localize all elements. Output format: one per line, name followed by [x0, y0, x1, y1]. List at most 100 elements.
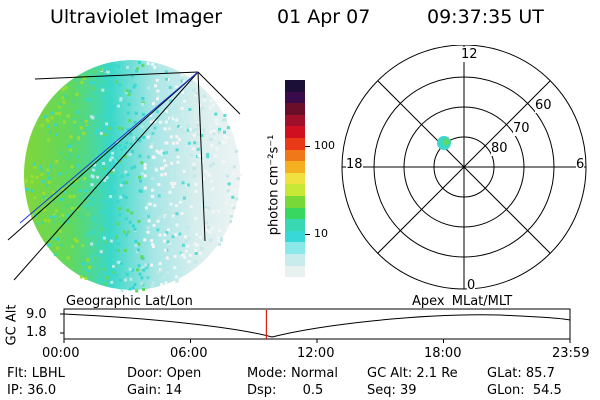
speckle	[125, 181, 129, 185]
speckle	[108, 126, 112, 130]
speckle	[103, 69, 107, 73]
speckle	[77, 140, 81, 144]
speckle	[107, 267, 111, 271]
speckle	[93, 216, 97, 220]
speckle	[46, 125, 50, 129]
speckle	[174, 99, 178, 103]
speckle	[58, 112, 62, 116]
speckle	[78, 181, 82, 185]
speckle	[141, 102, 145, 106]
speckle	[218, 229, 222, 232]
speckle	[141, 63, 145, 67]
mlt-label-12: 12	[460, 47, 479, 62]
info-glat: GLat: 85.7	[487, 366, 555, 381]
door-value: Open	[166, 366, 202, 381]
speckle	[116, 260, 120, 264]
speckle	[76, 155, 80, 159]
speckle	[164, 120, 168, 124]
speckle	[217, 209, 221, 213]
speckle	[172, 141, 175, 145]
colorbar-segment	[285, 230, 305, 243]
speckle	[177, 138, 181, 141]
speckle	[30, 180, 34, 184]
speckle	[120, 127, 124, 130]
speckle	[210, 144, 214, 147]
speckle	[124, 170, 128, 174]
speckle	[166, 78, 170, 82]
speckle	[140, 282, 144, 286]
speckle	[200, 106, 204, 110]
speckle	[105, 168, 109, 172]
speckle	[176, 160, 180, 164]
speckle	[146, 214, 150, 218]
speckle	[232, 172, 235, 175]
speckle	[90, 242, 94, 246]
speckle	[92, 230, 96, 234]
colorbar-segment	[285, 91, 305, 104]
speckle	[156, 271, 160, 274]
speckle	[70, 165, 74, 168]
speckle	[150, 284, 154, 288]
speckle	[165, 151, 169, 155]
speckle	[58, 186, 62, 190]
speckle	[52, 191, 56, 194]
speckle	[113, 122, 117, 126]
colorbar-tick-100: 100	[314, 139, 335, 152]
speckle	[133, 120, 137, 124]
speckle	[214, 112, 218, 116]
speckle	[110, 156, 114, 160]
boundary-line	[13, 71, 199, 281]
speckle	[32, 162, 36, 166]
speckle	[223, 118, 227, 122]
speckle	[45, 183, 49, 187]
speckle	[192, 88, 195, 92]
speckle	[143, 166, 147, 170]
speckle	[109, 84, 113, 88]
speckle	[124, 145, 127, 149]
speckle	[187, 260, 191, 264]
speckle	[111, 162, 115, 166]
speckle	[109, 186, 113, 190]
speckle	[156, 89, 160, 93]
orbit-left-title: Geographic Lat/Lon	[66, 294, 193, 309]
boundary-line	[7, 71, 199, 241]
speckle	[195, 141, 199, 145]
speckle	[117, 249, 120, 252]
speckle	[80, 81, 84, 85]
speckle	[69, 148, 73, 152]
speckle	[87, 125, 90, 129]
speckle	[180, 79, 184, 83]
speckle	[164, 172, 167, 176]
speckle	[124, 278, 128, 282]
speckle	[82, 131, 86, 135]
speckle	[78, 196, 82, 199]
speckle	[67, 157, 71, 161]
speckle	[225, 136, 229, 140]
speckle	[58, 229, 62, 233]
speckle	[178, 232, 182, 236]
speckle	[131, 268, 135, 272]
speckle	[119, 183, 123, 187]
speckle	[84, 189, 88, 193]
speckle	[72, 124, 76, 128]
speckle	[157, 151, 161, 155]
speckle	[30, 175, 34, 178]
speckle	[122, 230, 126, 234]
speckle	[189, 205, 193, 209]
speckle	[150, 188, 154, 192]
speckle	[33, 196, 37, 200]
speckle	[194, 260, 198, 264]
speckle	[68, 144, 71, 148]
speckle	[182, 130, 186, 134]
speckle	[175, 278, 179, 282]
speckle	[111, 151, 115, 155]
speckle	[216, 236, 220, 240]
speckle	[132, 85, 136, 89]
speckle	[181, 181, 185, 185]
speckle	[189, 253, 193, 257]
speckle	[175, 223, 179, 227]
speckle	[118, 143, 122, 147]
speckle	[41, 220, 45, 224]
speckle	[134, 243, 138, 247]
speckle	[152, 245, 155, 249]
